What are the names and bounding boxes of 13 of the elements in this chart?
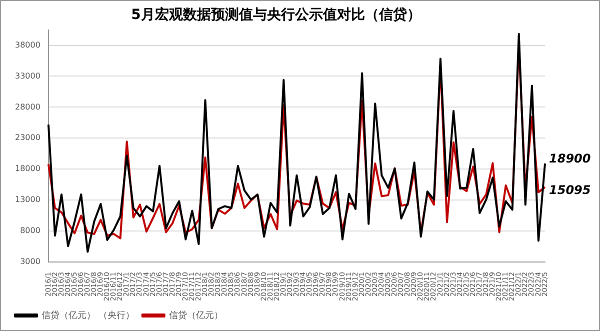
y-tick-label: 23000: [14, 133, 40, 142]
legend-label: 信贷（亿元）: [168, 310, 223, 321]
y-tick-label: 28000: [14, 102, 40, 112]
legend-label: 信贷（亿元） （央行）: [42, 310, 134, 321]
y-tick-label: 33000: [14, 71, 40, 80]
y-tick-label: 18000: [14, 164, 40, 174]
y-tick-label: 8000: [20, 226, 40, 236]
data-label: 15095: [549, 183, 591, 198]
data-label: 18900: [549, 152, 591, 166]
y-tick-label: 13000: [14, 195, 40, 204]
y-tick-label: 38000: [14, 40, 40, 50]
y-tick-label: 3000: [20, 257, 40, 266]
chart-title: 5月宏观数据预测值与央行公示值对比（信贷）: [131, 6, 421, 24]
